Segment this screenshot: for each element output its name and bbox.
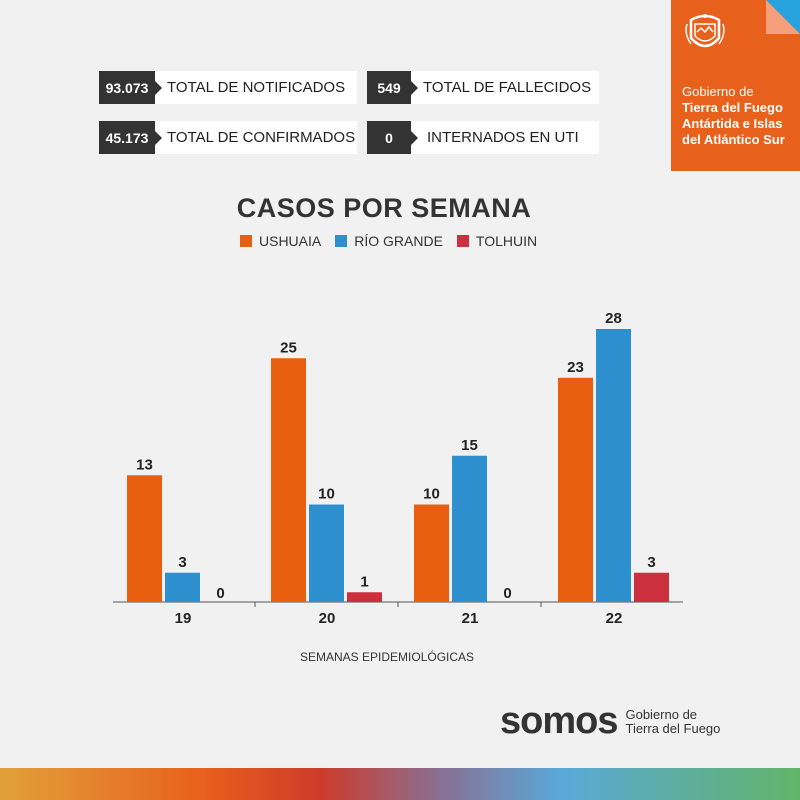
legend-label: RÍO GRANDE [354, 233, 443, 249]
bar-tolhuin-week-22 [634, 572, 669, 602]
bar-chart: 13 3 0 19 25 10 1 20 10 15 0 21 23 28 3 22 [113, 310, 683, 627]
somos-subtitle-line-2: Tierra del Fuego [625, 720, 721, 736]
gov-line-3: Antártida e Islas [682, 116, 783, 131]
data-label: 10 [423, 486, 440, 503]
legend-swatch [335, 235, 348, 247]
data-label: 25 [280, 339, 297, 356]
legend-item-tolhuin: TOLHUIN [456, 233, 538, 249]
legend-item-ushuaia: USHUAIA [240, 233, 321, 249]
stat-label: TOTAL DE NOTIFICADOS [167, 79, 346, 96]
data-label: 1 [360, 573, 368, 590]
bar-ushuaia-week-20 [271, 358, 306, 602]
stat-value: 93.073 [99, 71, 162, 104]
bar-r-o-grande-week-19 [165, 572, 200, 602]
x-axis-title: SEMANAS EPIDEMIOLÓGICAS [300, 650, 475, 664]
data-label: 0 [503, 585, 511, 602]
bar-r-o-grande-week-21 [452, 455, 487, 602]
stat-internados: 0 INTERNADOS EN UTI [367, 121, 599, 154]
legend-label: TOLHUIN [475, 233, 538, 249]
data-label: 3 [647, 554, 655, 571]
gov-line-4: del Atlántico Sur [682, 132, 785, 147]
legend-swatch [240, 235, 252, 247]
bar-ushuaia-week-22 [558, 377, 593, 602]
government-badge: Gobierno de Tierra del Fuego Antártida e… [671, 0, 800, 171]
stat-value: 549 [367, 71, 418, 104]
data-label: 23 [567, 359, 584, 376]
gov-line-1: Gobierno de [682, 84, 754, 99]
x-tick-label: 21 [462, 610, 479, 627]
somos-subtitle-line-1: Gobierno de [625, 706, 698, 722]
data-label: 10 [318, 486, 335, 503]
stat-value: 0 [367, 121, 418, 154]
bar-r-o-grande-week-22 [596, 329, 631, 602]
gov-line-2: Tierra del Fuego [682, 100, 783, 115]
stat-confirmados: 45.173 TOTAL DE CONFIRMADOS [99, 121, 357, 154]
data-label: 13 [136, 456, 153, 473]
data-label: 15 [461, 437, 478, 454]
stat-label: INTERNADOS EN UTI [427, 129, 579, 146]
bar-tolhuin-week-20 [347, 592, 382, 602]
somos-subtitle: Gobierno de Tierra del Fuego [625, 706, 721, 736]
bar-r-o-grande-week-20 [309, 504, 344, 602]
stat-label: TOTAL DE FALLECIDOS [423, 79, 592, 96]
chart-legend: USHUAIA RÍO GRANDE TOLHUIN [240, 233, 537, 249]
somos-logo: somos Gobierno de Tierra del Fuego [500, 700, 720, 743]
provincial-seal-icon [685, 14, 725, 48]
chart-title: CASOS POR SEMANA [236, 193, 532, 223]
bar-ushuaia-week-19 [127, 475, 162, 602]
x-tick-label: 22 [606, 610, 623, 627]
data-label: 28 [605, 310, 622, 327]
data-label: 0 [216, 585, 224, 602]
x-tick-label: 20 [319, 610, 336, 627]
stat-fallecidos: 549 TOTAL DE FALLECIDOS [367, 71, 599, 104]
stat-label: TOTAL DE CONFIRMADOS [167, 129, 356, 146]
stat-value: 45.173 [99, 121, 162, 154]
stat-notificados: 93.073 TOTAL DE NOTIFICADOS [99, 71, 357, 104]
legend-swatch [456, 235, 469, 247]
corner-fold-shadow [766, 0, 800, 34]
bar-ushuaia-week-21 [414, 504, 449, 602]
data-label: 3 [178, 554, 186, 571]
gradient-footer-strip [0, 768, 800, 800]
legend-label: USHUAIA [259, 233, 322, 249]
somos-wordmark: somos [500, 700, 618, 742]
x-tick-label: 19 [175, 610, 192, 627]
legend-item-rio-grande: RÍO GRANDE [335, 233, 443, 249]
